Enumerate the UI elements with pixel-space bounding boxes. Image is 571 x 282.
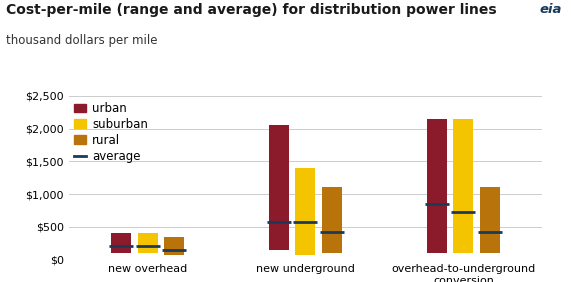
- Legend: urban, suburban, rural, average: urban, suburban, rural, average: [74, 102, 148, 163]
- Bar: [427, 119, 447, 253]
- Bar: [111, 233, 131, 253]
- Text: Cost-per-mile (range and average) for distribution power lines: Cost-per-mile (range and average) for di…: [6, 3, 496, 17]
- Bar: [295, 168, 316, 255]
- Text: eia: eia: [540, 3, 562, 16]
- Bar: [269, 125, 289, 250]
- Bar: [138, 233, 158, 253]
- Bar: [322, 188, 342, 253]
- Bar: [164, 237, 184, 255]
- Bar: [453, 119, 473, 253]
- Text: thousand dollars per mile: thousand dollars per mile: [6, 34, 157, 47]
- Bar: [480, 188, 500, 253]
